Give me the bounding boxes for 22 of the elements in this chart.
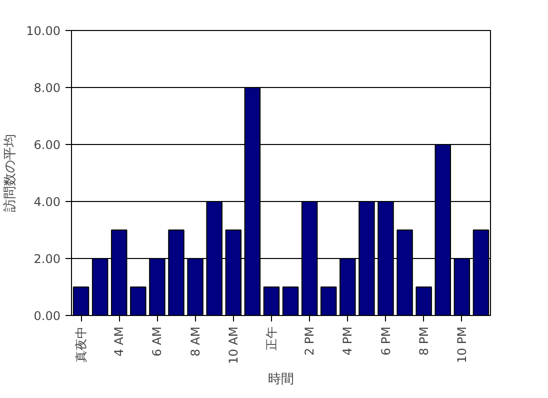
- x-tick-label: 10 PM: [454, 326, 469, 364]
- bar: [282, 286, 299, 316]
- x-tick-label: 4 AM: [112, 326, 126, 357]
- x-tick-label: 2 PM: [302, 326, 317, 356]
- y-axis-title: 訪問数の平均: [3, 134, 18, 212]
- x-tick-label: 6 PM: [378, 326, 393, 356]
- y-tick-label: 0.00: [34, 309, 60, 323]
- y-tick-label: 2.00: [34, 252, 60, 266]
- bar: [320, 286, 337, 316]
- y-tick-label: 6.00: [34, 138, 60, 152]
- y-tick-label: 4.00: [34, 195, 60, 209]
- x-tick-label: 真夜中: [74, 326, 88, 362]
- y-tick-label: 8.00: [34, 81, 60, 95]
- x-tick-label: 4 PM: [340, 326, 355, 356]
- x-tick-label: 6 AM: [150, 326, 164, 357]
- x-axis-title: 時間: [268, 372, 294, 388]
- x-tick-label: 10 AM: [226, 326, 240, 364]
- bar: [130, 286, 146, 316]
- y-tick-label: 10.00: [26, 24, 61, 38]
- x-tick-label: 8 PM: [416, 326, 431, 356]
- x-tick-label: 8 AM: [188, 326, 202, 357]
- x-tick-label: 正午: [264, 326, 278, 350]
